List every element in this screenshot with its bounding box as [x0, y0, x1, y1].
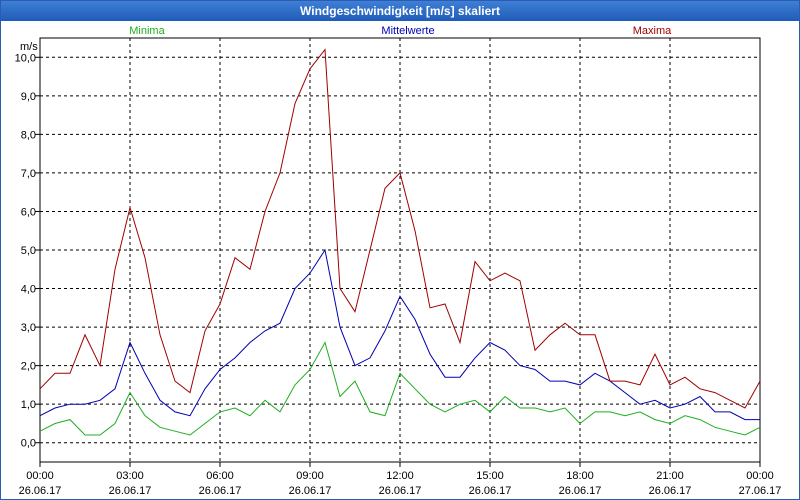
y-tick-label: 2,0	[21, 361, 36, 373]
series-line-mittel	[39, 248, 760, 421]
x-tick-date: 26.06.17	[469, 485, 512, 497]
x-tick-date: 26.06.17	[559, 485, 602, 497]
x-tick-time: 18:00	[566, 470, 594, 482]
y-tick-label: 8,0	[21, 129, 36, 141]
x-axis: 00:00 26.06.17 03:00 26.06.17 06:00 26.06.17 0…	[19, 462, 782, 497]
x-tick-time: 21:00	[656, 470, 684, 482]
y-axis: 0,0 1,0 2,0 3,0 4,0 5,0 6,0 7,0 8,0 9,0 10,0	[15, 52, 40, 450]
y-axis-label: m/s	[20, 41, 38, 53]
y-tick-label: 6,0	[21, 206, 36, 218]
y-tick-label: 9,0	[21, 91, 36, 103]
y-tick-label: 10,0	[15, 52, 36, 64]
y-tick-label: 1,0	[21, 399, 36, 411]
x-tick-date: 26.06.17	[19, 485, 62, 497]
y-tick-label: 5,0	[21, 245, 36, 257]
y-tick-label: 3,0	[21, 322, 36, 334]
x-tick-time: 09:00	[296, 470, 324, 482]
series-line-maxima	[39, 48, 761, 409]
x-tick-date: 26.06.17	[649, 485, 692, 497]
x-tick-time: 00:00	[26, 470, 54, 482]
series-line-minima	[39, 341, 761, 436]
grid-lines	[40, 38, 760, 462]
x-tick-date: 26.06.17	[289, 485, 332, 497]
window-title: Windgeschwindigkeit [m/s] skaliert	[1, 1, 799, 21]
y-tick-label: 4,0	[21, 284, 36, 296]
legend-mittelwerte: Mittelwerte	[381, 25, 434, 37]
x-tick-time: 06:00	[206, 470, 234, 482]
series-group	[39, 48, 761, 436]
x-tick-time: 00:00	[746, 470, 774, 482]
x-tick-date: 26.06.17	[199, 485, 242, 497]
y-tick-label: 0,0	[21, 438, 36, 450]
x-tick-date: 27.06.17	[739, 485, 782, 497]
y-tick-label: 7,0	[21, 168, 36, 180]
x-tick-time: 15:00	[476, 470, 504, 482]
x-tick-date: 26.06.17	[379, 485, 422, 497]
legend-maxima: Maxima	[633, 25, 672, 37]
legend-minima: Minima	[129, 25, 165, 37]
x-tick-time: 12:00	[386, 470, 414, 482]
x-tick-date: 26.06.17	[109, 485, 152, 497]
x-tick-time: 03:00	[116, 470, 144, 482]
